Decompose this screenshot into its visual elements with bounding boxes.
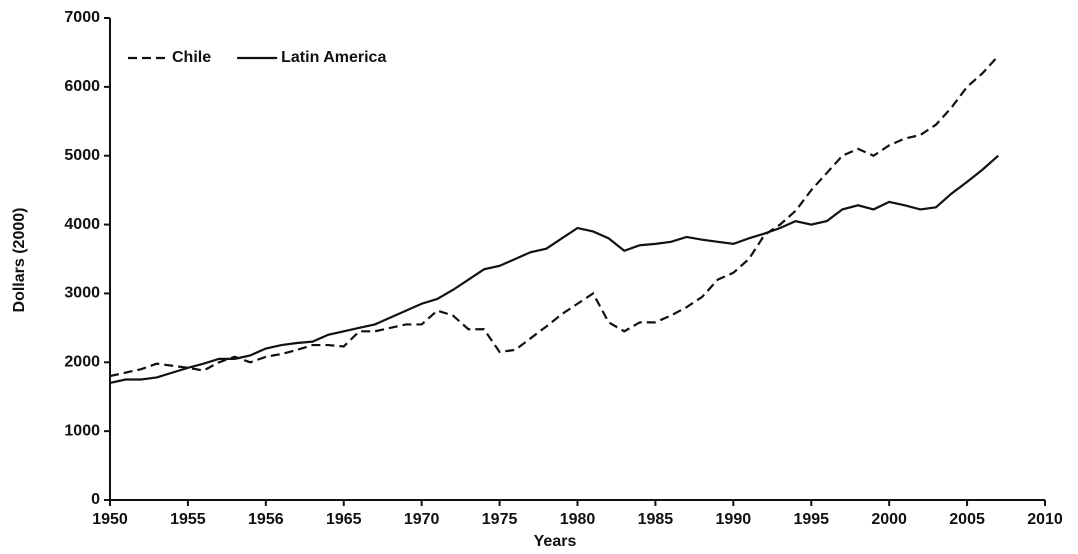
x-tick-label: 2000 xyxy=(871,511,907,528)
x-tick-label: 1955 xyxy=(170,511,206,528)
y-tick-label: 4000 xyxy=(64,216,100,233)
y-tick-label: 7000 xyxy=(64,9,100,26)
x-tick-label: 1995 xyxy=(793,511,829,528)
legend-label: Latin America xyxy=(281,49,386,66)
y-tick-label: 6000 xyxy=(64,78,100,95)
series-line xyxy=(109,55,1000,378)
series-line xyxy=(109,154,999,385)
y-tick-label: 3000 xyxy=(64,285,100,302)
y-axis-label: Dollars (2000) xyxy=(11,208,28,313)
y-tick-label: 5000 xyxy=(64,147,100,164)
x-tick-label: 1980 xyxy=(560,511,596,528)
x-tick-label: 1985 xyxy=(638,511,674,528)
y-tick-label: 1000 xyxy=(64,422,100,439)
x-tick-label: 1975 xyxy=(482,511,518,528)
x-tick-label: 2005 xyxy=(949,511,985,528)
x-axis-label: Years xyxy=(534,533,577,550)
x-tick-label: 1970 xyxy=(404,511,440,528)
x-tick-label: 1950 xyxy=(92,511,128,528)
legend-label: Chile xyxy=(172,49,211,66)
x-tick-label: 1990 xyxy=(716,511,752,528)
y-tick-label: 0 xyxy=(91,491,100,508)
x-tick-label: 1965 xyxy=(326,511,362,528)
x-tick-label: 2010 xyxy=(1027,511,1063,528)
y-tick-label: 2000 xyxy=(64,354,100,371)
x-tick-label: 1956 xyxy=(248,511,284,528)
